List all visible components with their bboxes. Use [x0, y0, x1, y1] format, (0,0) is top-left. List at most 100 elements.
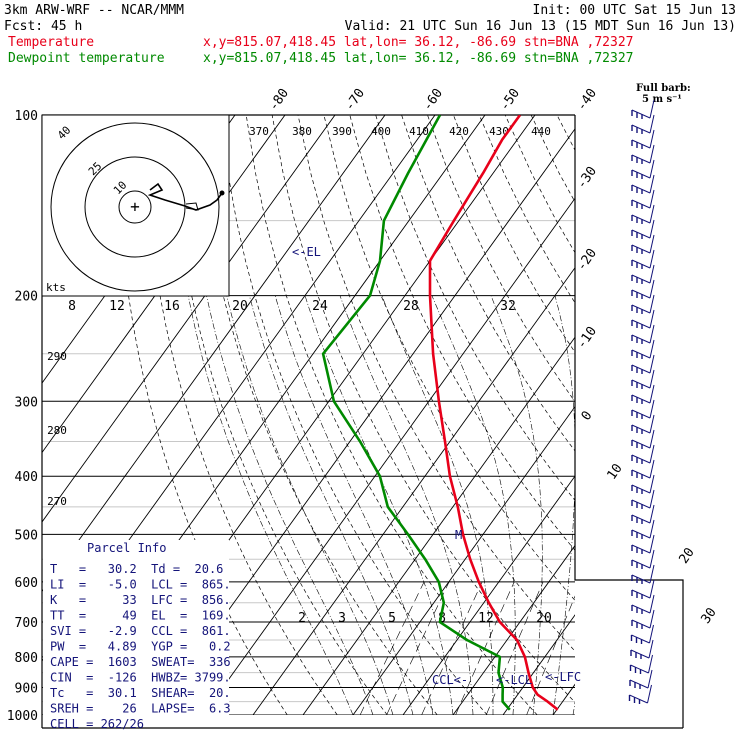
dewpoint-location-info: x,y=815.07,418.45 lat,lon= 36.12, -86.69…: [203, 51, 633, 66]
wind-barb: [629, 679, 649, 689]
wind-barb: [631, 484, 651, 494]
isotherm: [603, 115, 740, 715]
dry-adiabat: [478, 115, 575, 304]
theta-label: 270: [47, 495, 67, 508]
el-marker: <-EL: [292, 245, 321, 259]
valid-time: Valid: 21 UTC Sun 16 Jun 13 (15 MDT Sun …: [345, 19, 736, 34]
wind-barb-staff: [649, 534, 655, 554]
theta-e-label: 28: [403, 299, 419, 314]
pressure-label-800: 800: [15, 651, 38, 666]
wind-barb-staff: [649, 354, 655, 374]
wind-barb: [631, 454, 651, 464]
pressure-label-100: 100: [15, 109, 38, 124]
wind-barb-staff: [649, 264, 655, 284]
dry-adiabat: [661, 115, 740, 715]
moist-adiabat: [552, 295, 575, 715]
wind-barb-staff: [649, 384, 655, 404]
dewpoint-trace: [321, 115, 511, 711]
wind-barb: [630, 649, 650, 659]
isotherm-label: 30: [698, 605, 719, 626]
theta-e-label: 8: [68, 299, 76, 314]
wind-barb-staff: [649, 279, 655, 299]
parcel-info-row: LI = -5.0 LCL = 865.: [50, 578, 231, 592]
wind-barb-staff: [648, 654, 653, 674]
wind-barb-staff: [649, 624, 654, 644]
isotherm-label: 20: [676, 545, 697, 566]
wind-barb: [631, 499, 651, 509]
theta-label: 380: [292, 125, 312, 138]
parcel-info-row: Tc = 30.1 SHEAR= 20.: [50, 686, 231, 700]
wind-key-title: Full barb:: [636, 83, 691, 94]
wind-barb: [631, 334, 651, 344]
wind-barb-staff: [647, 669, 653, 689]
wind-barb-staff: [649, 369, 655, 389]
isotherm-label: -50: [497, 86, 523, 114]
parcel-info-row: CAPE = 1603 SWEAT= 336: [50, 655, 231, 669]
parcel-info-row: CIN = -126 HWBZ= 3799.: [50, 671, 231, 685]
wind-barb-staff: [649, 579, 655, 599]
pressure-label-900: 900: [15, 682, 38, 697]
dewpoint-legend: Dewpoint temperature: [8, 51, 165, 66]
wind-barbs: [628, 99, 655, 704]
dry-adiabat: [323, 115, 575, 601]
wind-barb-staff: [649, 459, 655, 479]
parcel-info-row: TT = 49 EL = 169.: [50, 609, 231, 623]
wind-barb-staff: [649, 489, 655, 509]
mixing-ratio-label: 20: [536, 611, 552, 626]
mixing-ratio-label: 8: [438, 611, 446, 626]
wind-barb: [631, 469, 651, 479]
theta-e-label: 20: [232, 299, 248, 314]
theta-label: 390: [332, 125, 352, 138]
parcel-info-background: [43, 540, 229, 727]
mixing-ratio-label: 5: [388, 611, 396, 626]
pressure-label-1000: 1000: [7, 709, 38, 724]
wind-barb-staff: [648, 639, 654, 659]
forecast-hour: Fcst: 45 h: [4, 19, 82, 34]
parcel-info-title: Parcel Info: [87, 541, 166, 555]
mixing-ratio-line: [386, 581, 450, 715]
wind-barb-staff: [649, 564, 655, 584]
isotherm: [42, 115, 336, 523]
wind-barb: [631, 229, 651, 239]
dry-adiabat: [583, 115, 740, 715]
dry-adiabat: [609, 115, 740, 715]
wind-profile: Full barb: 5 m s⁻¹: [628, 83, 691, 704]
wind-barb-staff: [649, 189, 655, 209]
lcl-marker: <-LCL: [496, 673, 532, 687]
wind-barb-staff: [649, 519, 655, 539]
wind-barb: [631, 199, 651, 209]
dry-adiabat: [453, 115, 575, 353]
isotherm: [252, 267, 575, 715]
pressure-label-300: 300: [15, 395, 38, 410]
hodograph: 10 25 40 + kts: [41, 114, 230, 297]
isotherm-label: -40: [574, 86, 600, 114]
wind-barb: [631, 364, 651, 374]
theta-label: 440: [531, 125, 551, 138]
isotherm-label: -80: [266, 86, 292, 114]
mixing-ratio-line: [359, 581, 425, 715]
wind-barb: [631, 424, 651, 434]
lfc-marker: <-LFC: [545, 670, 581, 684]
wind-barb: [631, 634, 650, 644]
wind-barb: [631, 124, 651, 134]
wind-barb: [630, 664, 649, 674]
temperature-location-info: x,y=815.07,418.45 lat,lon= 36.12, -86.69…: [203, 35, 633, 50]
dry-adiabat: [375, 115, 575, 502]
hodograph-trace: [147, 182, 223, 211]
isotherm-label: 10: [604, 461, 625, 482]
moist-adiabat: [339, 295, 474, 715]
wind-barb: [631, 304, 651, 314]
isotherm: [352, 405, 575, 715]
dry-adiabat: [401, 115, 575, 452]
isotherm-label: -10: [574, 324, 600, 352]
m-marker: M: [455, 528, 462, 542]
wind-barb: [629, 694, 648, 704]
theta-label: 290: [47, 350, 67, 363]
wind-barb-staff: [649, 429, 655, 449]
init-time: Init: 00 UTC Sat 15 Jun 13: [533, 3, 737, 18]
wind-barb: [631, 394, 651, 404]
moist-adiabat: [431, 295, 516, 715]
pressure-label-600: 600: [15, 576, 38, 591]
theta-label: 420: [449, 125, 469, 138]
